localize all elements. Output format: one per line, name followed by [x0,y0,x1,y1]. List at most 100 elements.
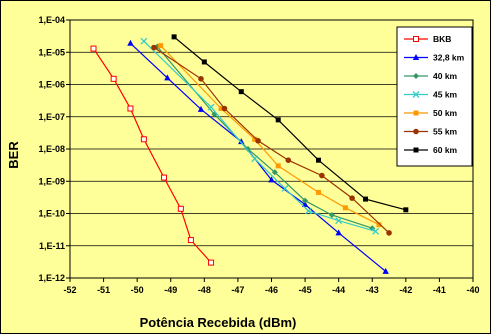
x-tick-label: -49 [164,285,177,295]
legend-entry-60-km: 60 km [404,145,458,155]
data-point-60-km [275,117,281,123]
data-point-bkb [110,75,117,82]
legend-marker [413,128,419,135]
data-point-32-8-km [164,74,171,81]
legend-entry-bkb: BKB [404,34,451,44]
x-tick-label: -51 [97,285,110,295]
data-point-bkb [208,259,215,266]
legend-marker [413,36,419,42]
data-point-40-km [244,146,251,152]
data-point-50-km [252,136,258,142]
data-point-55-km [319,172,325,179]
legend-entry-32-8-km: 32,8 km [404,53,465,63]
series-bkb [90,45,215,266]
data-point-60-km [403,207,409,213]
data-point-32-8-km [268,176,275,183]
data-point-40-km [271,169,278,176]
data-point-45-km [207,103,215,111]
series-line-55-km [153,47,390,234]
legend-marker [413,147,419,153]
data-point-32-8-km [127,39,134,46]
x-tick-label: -44 [332,285,345,295]
data-point-bkb [161,174,168,181]
x-axis-ticks: -52 -51 -50 -49 -48 -47 -46 -45 -44 -43 -42 -41 -40 [63,278,480,295]
data-point-bkb [127,105,134,112]
data-point-55-km [151,44,157,51]
data-point-60-km [238,89,244,95]
data-point-55-km [285,157,292,163]
series-line-bkb [93,48,212,264]
data-point-45-km [304,207,312,215]
legend-entry-50-km: 50 km [404,108,458,118]
data-point-bkb [177,205,184,212]
data-point-32-8-km [382,267,389,274]
data-point-bkb [187,237,194,244]
legend-marker [412,54,420,60]
data-point-45-km [372,227,380,235]
legend-label: 60 km [433,145,458,155]
data-point-55-km [349,195,355,201]
y-tick-label: 1,E-10 [38,209,65,219]
legend-entry-55-km: 55 km [404,127,458,137]
legend-box [396,26,473,167]
x-tick-label: -47 [231,285,244,295]
legend-entry-40-km: 40 km [404,71,458,81]
data-point-bkb [140,136,147,143]
data-point-55-km [198,76,204,82]
data-point-45-km [335,217,343,225]
y-tick-label: 1,E-04 [38,15,65,25]
legend-label: 45 km [433,90,458,100]
series-45-km [140,37,380,235]
data-point-45-km [140,37,148,45]
data-point-60-km [316,157,322,163]
y-axis-ticks: 1,E-04 1,E-05 1,E-06 1,E-07 1,E-08 1,E-09 1,E-… [38,15,70,283]
y-tick-label: 1,E-06 [38,80,65,90]
data-point-55-km [221,105,228,112]
legend-label: 32,8 km [433,53,465,63]
x-tick-label: -48 [198,285,211,295]
data-point-50-km [376,222,382,228]
x-tick-label: -45 [299,285,312,295]
y-tick-label: 1,E-12 [38,273,65,283]
series-55-km [151,44,392,236]
series-40-km [154,43,376,232]
data-point-32-8-km [197,105,205,112]
legend: BKB 32,8 km 40 km 45 km 50 km 55 km 60 km [396,26,473,167]
data-point-45-km [251,155,259,163]
legend-label: 50 km [433,108,458,118]
x-tick-label: -50 [131,285,144,295]
x-tick-label: -52 [63,285,76,295]
data-point-50-km [158,43,164,49]
x-tick-label: -46 [265,285,278,295]
data-point-bkb [90,45,97,52]
series-layer [90,34,409,274]
data-point-50-km [275,163,281,169]
data-point-45-km [281,184,289,192]
series-50-km [158,43,382,228]
data-point-40-km [302,197,309,204]
y-tick-label: 1,E-05 [38,47,65,57]
data-point-40-km [328,211,335,218]
legend-label: 55 km [433,127,458,137]
data-point-60-km [201,59,207,65]
y-tick-label: 1,E-09 [38,176,65,186]
x-tick-label: -40 [466,285,479,295]
series-60-km [171,34,409,213]
data-point-50-km [316,189,322,195]
x-tick-label: -42 [399,285,412,295]
y-axis-title: BER [6,141,21,169]
data-point-50-km [342,205,348,211]
y-tick-label: 1,E-07 [38,112,65,122]
data-point-32-8-km [238,138,245,145]
x-tick-label: -43 [366,285,379,295]
data-point-55-km [386,230,392,236]
legend-label: 40 km [433,71,458,81]
data-point-55-km [255,137,261,144]
x-axis-title: Potência Recebida (dBm) [140,315,297,330]
legend-marker [412,91,420,98]
data-point-50-km [218,106,224,112]
data-point-32-8-km [335,229,342,236]
data-point-60-km [171,34,177,40]
legend-label: BKB [433,34,451,44]
